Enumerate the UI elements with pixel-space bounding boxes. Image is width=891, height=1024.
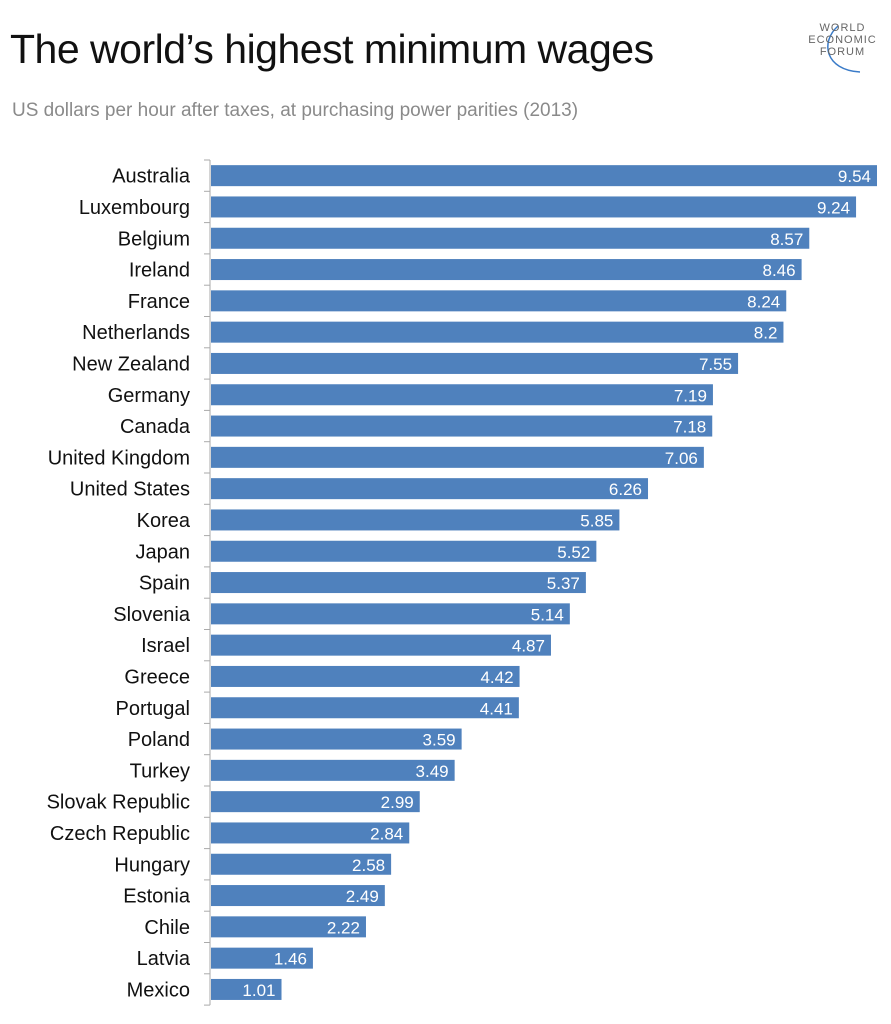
bar (211, 321, 784, 343)
data-label: 4.42 (480, 668, 513, 687)
bar (211, 634, 551, 656)
category-label: Czech Republic (50, 823, 190, 845)
bar (211, 478, 649, 500)
data-label: 8.46 (763, 261, 796, 280)
data-label: 7.55 (699, 355, 732, 374)
bar (211, 446, 704, 468)
data-label: 2.58 (352, 856, 385, 875)
bar (211, 697, 519, 719)
category-label: Netherlands (82, 322, 190, 344)
data-label: 4.41 (480, 699, 513, 718)
bar (211, 947, 313, 969)
data-label: 3.49 (416, 762, 449, 781)
category-label: Portugal (116, 698, 191, 720)
data-label: 2.49 (346, 887, 379, 906)
data-label: 1.46 (274, 950, 307, 969)
data-label: 5.85 (580, 511, 613, 530)
bar (211, 572, 586, 594)
data-label: 5.14 (531, 605, 564, 624)
data-label: 3.59 (423, 731, 456, 750)
bar (211, 916, 366, 938)
category-label: Israel (141, 635, 190, 657)
category-label: Hungary (114, 854, 190, 876)
bar (211, 509, 620, 531)
bar (211, 196, 857, 218)
logo-line-3: FORUM (819, 46, 866, 58)
data-label: 7.06 (665, 449, 698, 468)
category-label: Canada (120, 416, 191, 438)
category-label: Latvia (137, 948, 191, 970)
category-label: Luxembourg (79, 197, 190, 219)
bar (211, 165, 877, 187)
data-label: 9.54 (838, 167, 871, 186)
bar (211, 665, 520, 687)
data-label: 6.26 (609, 480, 642, 499)
logo-line-2: ECONOMIC (808, 34, 877, 46)
category-label: Estonia (123, 886, 191, 908)
data-label: 2.84 (370, 824, 403, 843)
logo-line-1: WORLD (819, 22, 866, 34)
category-label: Australia (112, 166, 191, 188)
data-label: 4.87 (512, 637, 545, 656)
bar (211, 290, 787, 312)
category-label: United Kingdom (48, 447, 190, 469)
category-label: New Zealand (72, 353, 190, 375)
data-label: 2.99 (381, 793, 414, 812)
category-label: Chile (144, 917, 190, 939)
bar (211, 415, 713, 437)
bar (211, 885, 385, 907)
category-label: Ireland (129, 260, 190, 282)
bar (211, 791, 420, 813)
category-label: Spain (139, 573, 190, 595)
bar (211, 728, 462, 750)
bar (211, 853, 392, 875)
category-label: Slovak Republic (47, 792, 190, 814)
category-label: Turkey (130, 760, 190, 782)
data-label: 8.57 (770, 230, 803, 249)
data-label: 7.19 (674, 386, 707, 405)
data-label: 5.37 (547, 574, 580, 593)
wef-logo: WORLD ECONOMIC FORUM (800, 22, 885, 73)
category-label: France (128, 291, 190, 313)
category-label: Slovenia (113, 604, 191, 626)
category-label: Japan (136, 541, 191, 563)
data-label: 9.24 (817, 198, 850, 217)
bar (211, 384, 713, 406)
category-label: Germany (108, 385, 190, 407)
logo-arc-icon (827, 25, 861, 73)
category-label: Mexico (127, 979, 190, 1001)
category-label: Korea (137, 510, 191, 532)
bar (211, 352, 739, 374)
data-label: 1.01 (242, 981, 275, 1000)
data-label: 7.18 (673, 418, 706, 437)
data-label: 8.2 (754, 324, 778, 343)
category-label: Poland (128, 729, 190, 751)
data-label: 8.24 (747, 292, 780, 311)
bar (211, 978, 282, 1000)
bar (211, 822, 410, 844)
data-label: 2.22 (327, 918, 360, 937)
bar (211, 603, 570, 625)
bar (211, 227, 810, 249)
chart-subtitle: US dollars per hour after taxes, at purc… (12, 100, 579, 121)
bar (211, 759, 455, 781)
data-label: 5.52 (557, 543, 590, 562)
category-label: Belgium (118, 228, 190, 250)
category-label: United States (70, 479, 190, 501)
category-label: Greece (124, 666, 190, 688)
bar (211, 259, 802, 281)
chart-title: The world’s highest minimum wages (10, 26, 654, 72)
bar (211, 540, 597, 562)
